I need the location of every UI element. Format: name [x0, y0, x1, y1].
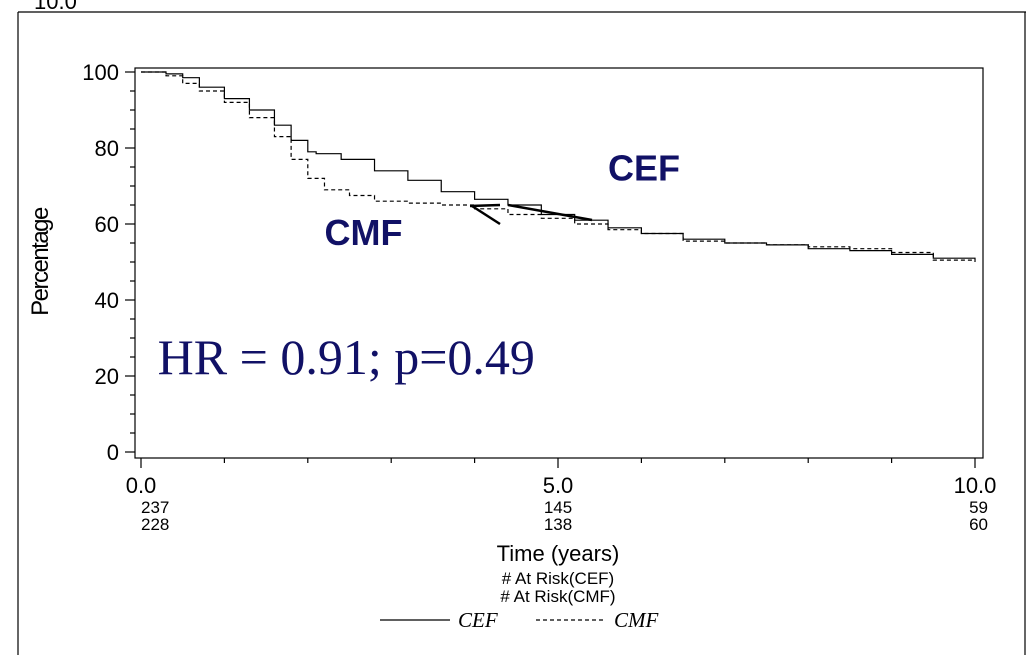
plot-area: [134, 67, 984, 459]
x-tick-label: 0.0: [126, 473, 157, 498]
y-tick-label: 80: [95, 136, 119, 161]
series-line-cef: [141, 71, 976, 261]
legend: CEF CMF: [380, 608, 659, 632]
legend-label-cmf: CMF: [614, 608, 659, 632]
x-tick-label: 5.0: [543, 473, 574, 498]
y-tick-label: 100: [82, 60, 119, 85]
y-axis: 0 20 40 60 80 100: [82, 60, 135, 465]
at-risk-cef-value: 59: [969, 498, 988, 517]
at-risk-cmf-value: 228: [141, 515, 169, 534]
x-axis-label: Time (years): [497, 541, 620, 566]
y-tick-label: 60: [95, 212, 119, 237]
series-line-cmf: [141, 71, 976, 262]
at-risk-cef-value: 237: [141, 498, 169, 517]
x-tick-label: 10.0: [954, 473, 997, 498]
series-label-cmf: CMF: [324, 212, 402, 253]
y-tick-label: 40: [95, 288, 119, 313]
legend-label-cef: CEF: [458, 608, 498, 632]
at-risk-cef-value: 145: [544, 498, 572, 517]
cmf-pointer-line-b: [471, 204, 501, 226]
x-axis: 0.0 5.0 10.0: [126, 458, 997, 498]
y-axis-label: Percentage: [27, 207, 54, 316]
cef-pointer-line: [507, 203, 593, 222]
y-tick-label: 0: [107, 440, 119, 465]
at-risk-cmf-label: # At Risk(CMF): [500, 587, 615, 606]
cmf-pointer-line-a: [469, 203, 501, 208]
at-risk-cmf-value: 60: [969, 515, 988, 534]
series-label-cef: CEF: [608, 147, 680, 188]
top-clipped-label: 10.0: [34, 0, 77, 14]
hazard-ratio-annotation: HR = 0.91; p=0.49: [158, 329, 535, 385]
y-tick-label: 20: [95, 364, 119, 389]
annotations: CEF CMF HR = 0.91; p=0.49: [158, 147, 680, 385]
at-risk-cef-label: # At Risk(CEF): [502, 569, 614, 588]
at-risk-cmf-value: 138: [544, 515, 572, 534]
series-group: [141, 71, 976, 262]
